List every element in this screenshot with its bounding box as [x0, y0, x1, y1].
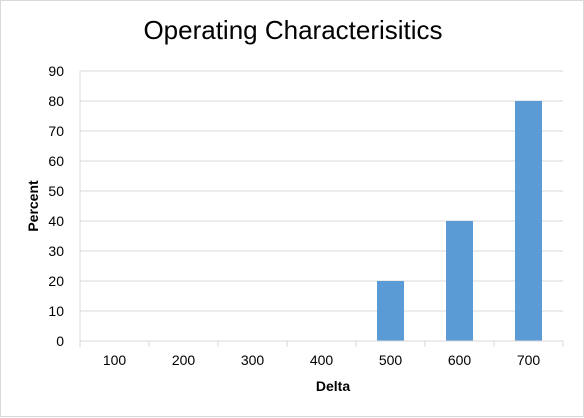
x-tick-label: 500: [379, 352, 403, 368]
x-tick-label: 100: [103, 352, 127, 368]
x-tick-label: 200: [172, 352, 196, 368]
bar-600: [446, 221, 473, 341]
y-tick-label: 40: [48, 213, 64, 229]
x-tick-label: 700: [517, 352, 541, 368]
y-tick-label: 20: [48, 273, 64, 289]
bar-700: [515, 101, 542, 341]
chart-title: Operating Characterisitics: [143, 15, 443, 45]
y-tick-label: 10: [48, 303, 64, 319]
y-tick-label: 30: [48, 243, 64, 259]
bar-500: [377, 281, 404, 341]
y-tick-label: 80: [48, 93, 64, 109]
y-tick-label: 60: [48, 153, 64, 169]
y-tick-label: 0: [56, 333, 64, 349]
x-axis-title: Delta: [316, 378, 350, 394]
y-tick-label: 50: [48, 183, 64, 199]
x-tick-label: 300: [241, 352, 265, 368]
bars: [377, 101, 542, 341]
y-axis-title: Percent: [25, 180, 41, 232]
axes: 0 10 20 30 40 50 60 70 80 90 100 200 300 400 500 600 700: [48, 63, 564, 368]
x-tick-label: 400: [310, 352, 334, 368]
y-tick-label: 70: [48, 123, 64, 139]
gridlines: [80, 70, 563, 342]
y-tick-label: 90: [48, 63, 64, 79]
x-tick-label: 600: [448, 352, 472, 368]
